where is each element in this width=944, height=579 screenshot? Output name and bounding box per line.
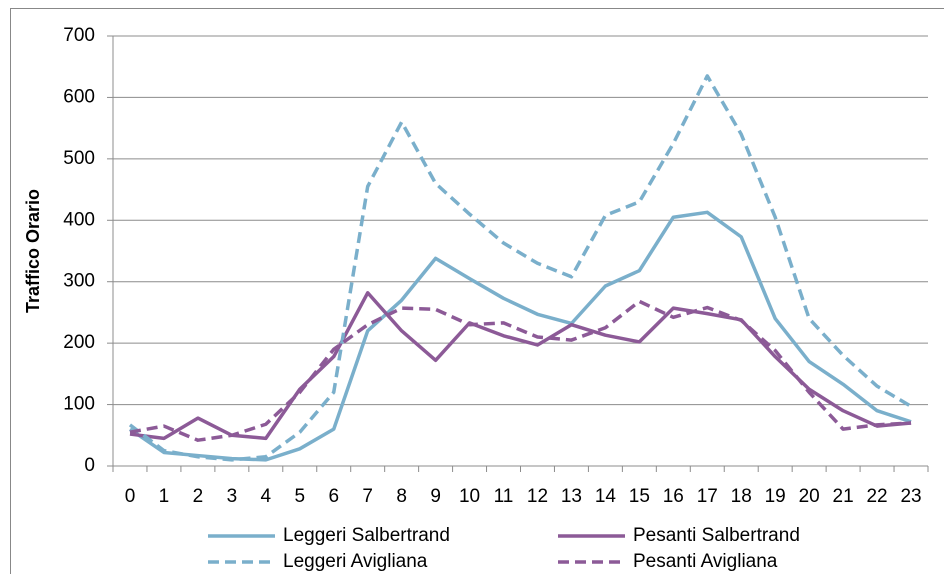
y-axis-label: Traffico Orario xyxy=(23,189,43,313)
x-tick-label: 17 xyxy=(697,486,718,507)
x-tick-label: 8 xyxy=(396,486,407,507)
x-tick-label: 20 xyxy=(799,486,820,507)
x-tick-label: 6 xyxy=(328,486,339,507)
x-tick-label: 0 xyxy=(125,486,136,507)
x-tick-label: 14 xyxy=(595,486,617,507)
x-tick-label: 7 xyxy=(362,486,373,507)
x-tick-label: 18 xyxy=(731,486,752,507)
x-tick-label: 11 xyxy=(494,486,514,507)
y-tick-label: 300 xyxy=(63,271,95,292)
legend-label: Pesanti Salbertrand xyxy=(633,525,800,546)
legend-label: Leggeri Avigliana xyxy=(283,551,428,572)
y-tick-label: 200 xyxy=(63,332,95,353)
y-tick-label: 0 xyxy=(84,455,95,476)
y-tick-label: 700 xyxy=(63,25,95,46)
x-tick-label: 3 xyxy=(227,486,238,507)
x-tick-label: 19 xyxy=(765,486,786,507)
x-tick-label: 1 xyxy=(159,486,170,507)
legend-label: Pesanti Avigliana xyxy=(633,551,778,572)
x-tick-label: 15 xyxy=(629,486,650,507)
x-tick-label: 9 xyxy=(430,486,441,507)
legend-label: Leggeri Salbertrand xyxy=(283,525,450,546)
y-tick-label: 100 xyxy=(63,394,95,415)
y-tick-label: 500 xyxy=(63,148,95,169)
x-tick-label: 12 xyxy=(527,486,548,507)
x-tick-label: 13 xyxy=(561,486,582,507)
x-tick-label: 2 xyxy=(193,486,204,507)
x-tick-label: 10 xyxy=(459,486,480,507)
y-tick-label: 600 xyxy=(63,86,95,107)
x-tick-label: 23 xyxy=(900,486,921,507)
x-tick-label: 4 xyxy=(261,486,272,507)
x-tick-label: 5 xyxy=(294,486,305,507)
x-tick-label: 21 xyxy=(833,486,854,507)
y-tick-label: 400 xyxy=(63,209,95,230)
x-tick-label: 22 xyxy=(866,486,887,507)
x-tick-label: 16 xyxy=(663,486,684,507)
